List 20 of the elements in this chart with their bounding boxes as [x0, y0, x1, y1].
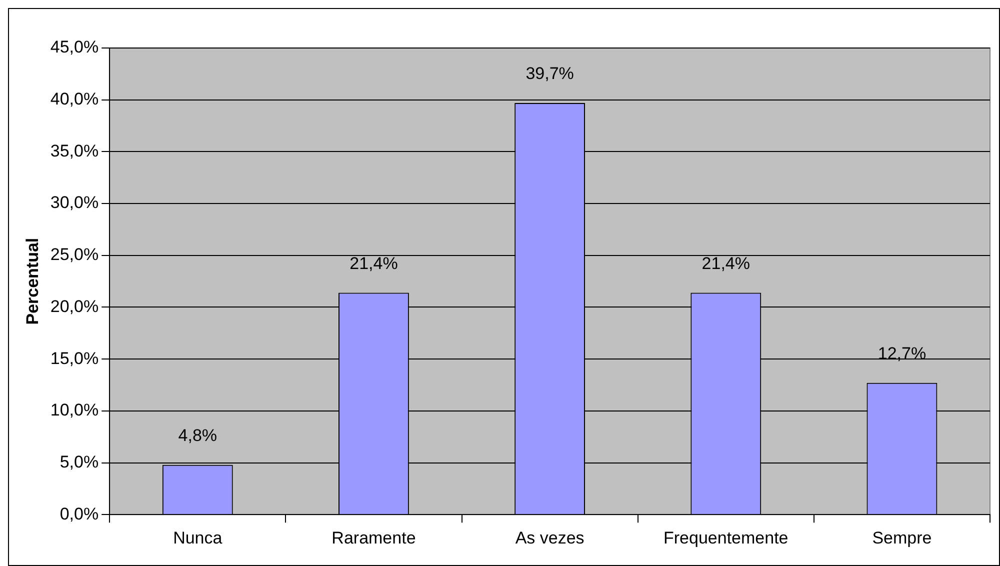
- data-label: 4,8%: [178, 426, 218, 446]
- y-tick-label: 20,0%: [50, 296, 99, 316]
- x-tick-label: Nunca: [173, 528, 223, 548]
- x-tick-label: As vezes: [515, 528, 584, 548]
- y-tick-label: 30,0%: [50, 193, 99, 212]
- y-tick-label: 45,0%: [50, 38, 99, 57]
- y-tick-label: 35,0%: [50, 141, 99, 160]
- x-tick-label: Frequentemente: [664, 528, 788, 548]
- x-tick-label: Sempre: [872, 528, 932, 548]
- data-label: 39,7%: [526, 64, 574, 84]
- data-label: 21,4%: [702, 254, 750, 273]
- y-tick-label: 10,0%: [50, 400, 99, 420]
- data-label: 21,4%: [350, 254, 398, 273]
- y-axis-title: Percentual: [22, 238, 42, 325]
- y-tick-label: 0,0%: [60, 504, 99, 524]
- y-tick-label: 40,0%: [50, 90, 99, 109]
- x-tick-label: Raramente: [332, 528, 416, 548]
- y-tick-label: 15,0%: [50, 348, 99, 368]
- y-tick-label: 5,0%: [60, 452, 99, 472]
- y-tick-label: 25,0%: [50, 245, 99, 264]
